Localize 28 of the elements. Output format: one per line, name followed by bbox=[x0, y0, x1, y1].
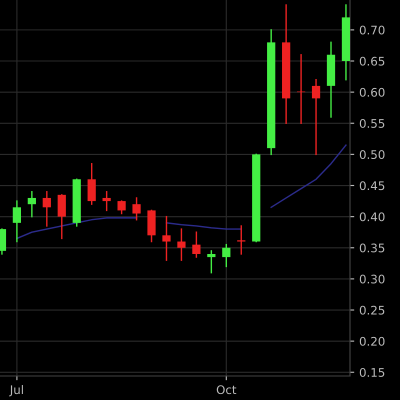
candlestick bbox=[28, 191, 36, 218]
candlestick bbox=[102, 191, 111, 212]
candlestick bbox=[12, 200, 22, 242]
y-tick-label: 0.15 bbox=[360, 368, 384, 377]
candlestick bbox=[207, 250, 216, 274]
candlestick bbox=[222, 244, 230, 268]
candlestick bbox=[42, 191, 51, 227]
y-tick-label: 0.20 bbox=[360, 336, 385, 346]
y-tick-label: 0.35 bbox=[360, 243, 384, 252]
candlestick bbox=[192, 232, 200, 258]
candlestick bbox=[177, 228, 186, 261]
candlestick bbox=[132, 197, 141, 220]
y-tick-label: 0.45 bbox=[360, 181, 384, 190]
y-tick-label: 0.70 bbox=[360, 26, 385, 35]
x-tick-label: Jul bbox=[9, 385, 23, 396]
y-tick-label: 0.65 bbox=[360, 56, 384, 66]
y-tick-label: 0.30 bbox=[360, 274, 385, 284]
y-tick-label: 0.40 bbox=[360, 212, 385, 222]
y-tick-label: 0.50 bbox=[360, 150, 385, 160]
y-tick-label: 0.25 bbox=[360, 306, 384, 315]
candlestick bbox=[117, 200, 126, 214]
y-tick-label: 0.60 bbox=[360, 88, 385, 97]
candlestick bbox=[312, 78, 320, 156]
candlestick bbox=[162, 216, 171, 261]
x-tick-label: Oct bbox=[216, 385, 236, 394]
candlestick bbox=[58, 194, 66, 240]
y-tick-label: 0.55 bbox=[360, 118, 384, 128]
candlestick bbox=[88, 163, 96, 205]
